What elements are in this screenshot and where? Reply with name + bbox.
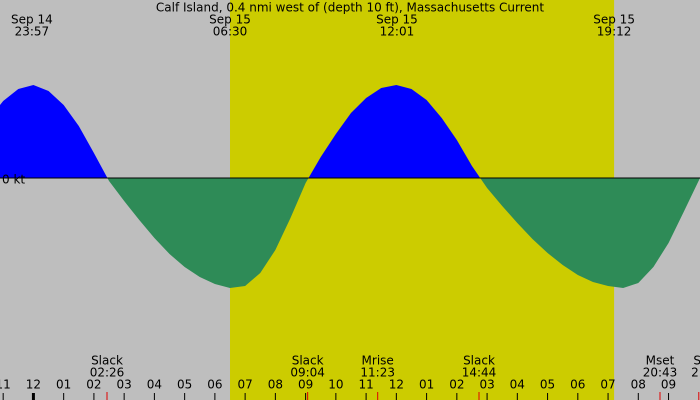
x-tick-label: 06	[570, 378, 585, 392]
y-tick-label: 0 kt	[2, 173, 25, 187]
x-tick-label: 01	[56, 378, 71, 392]
event-time: 09:04	[290, 366, 325, 380]
top-date: Sep 15	[593, 13, 635, 27]
x-tick-label: 04	[147, 378, 162, 392]
x-tick-label: 07	[600, 378, 615, 392]
x-tick-label: 12	[26, 378, 41, 392]
x-tick-label: 11	[358, 378, 373, 392]
x-tick-label: 02	[449, 378, 464, 392]
x-tick-label: 05	[177, 378, 192, 392]
x-tick-label: 01	[419, 378, 434, 392]
x-tick-label: 12	[389, 378, 404, 392]
top-time: 12:01	[380, 25, 415, 39]
event-name: Mrise	[362, 354, 394, 368]
x-tick-label: 09	[661, 378, 676, 392]
current-area	[0, 85, 700, 288]
chart-title: Calf Island, 0.4 nmi west of (depth 10 f…	[156, 1, 545, 15]
event-time: 20:43	[643, 366, 678, 380]
x-tick-label: 09	[298, 378, 313, 392]
event-name: Mset	[646, 354, 675, 368]
x-tick-label: 03	[117, 378, 132, 392]
x-tick-label: 02	[86, 378, 101, 392]
x-tick-label: 11	[0, 378, 11, 392]
event-name: Slack	[463, 354, 495, 368]
x-tick-label: 06	[207, 378, 222, 392]
event-name: Slack	[91, 354, 123, 368]
x-tick-label: 05	[540, 378, 555, 392]
event-name: Sl	[693, 354, 700, 368]
event-time: 02:26	[90, 366, 125, 380]
top-date: Sep 15	[209, 13, 251, 27]
event-name: Slack	[292, 354, 324, 368]
x-tick-label: 07	[237, 378, 252, 392]
top-date: Sep 15	[376, 13, 418, 27]
x-tick-label: 10	[328, 378, 343, 392]
event-time: 21	[691, 366, 700, 380]
x-tick-label: 04	[510, 378, 525, 392]
event-time: 14:44	[462, 366, 497, 380]
top-time: 06:30	[213, 25, 248, 39]
x-tick-label: 08	[268, 378, 283, 392]
top-time: 23:57	[15, 25, 50, 39]
top-time: 19:12	[597, 25, 632, 39]
event-time: 11:23	[360, 366, 395, 380]
x-tick-label: 08	[631, 378, 646, 392]
top-date: Sep 14	[11, 13, 53, 27]
x-tick-label: 03	[479, 378, 494, 392]
